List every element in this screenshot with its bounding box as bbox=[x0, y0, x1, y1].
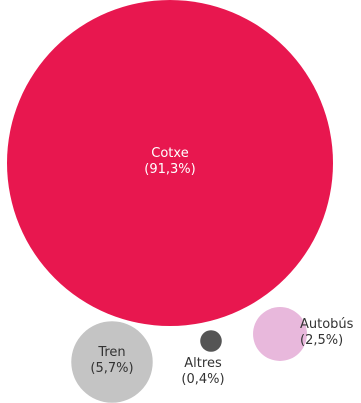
bubble-cotxe bbox=[7, 0, 333, 326]
bubble-label-tren: Tren (5,7%) bbox=[90, 345, 133, 376]
bubble-name: Cotxe bbox=[151, 146, 188, 161]
bubble-value-label: (2,5%) bbox=[300, 333, 343, 348]
bubbles-layer bbox=[7, 0, 333, 403]
bubble-name: Autobús bbox=[300, 317, 354, 332]
bubble-autobús bbox=[253, 307, 307, 361]
bubble-value-label: (0,4%) bbox=[181, 372, 224, 387]
labels-layer: Cotxe (91,3%) Tren (5,7%) Altres (0,4%) Autobú… bbox=[90, 146, 353, 387]
bubble-altres bbox=[200, 330, 222, 352]
bubble-name: Tren bbox=[97, 345, 125, 360]
bubble-value-label: (5,7%) bbox=[90, 361, 133, 376]
bubble-value-label: (91,3%) bbox=[144, 162, 195, 177]
bubble-label-autobús: Autobús (2,5%) bbox=[300, 317, 354, 348]
bubble-label-cotxe: Cotxe (91,3%) bbox=[144, 146, 195, 177]
bubble-label-altres: Altres (0,4%) bbox=[181, 356, 224, 387]
bubble-name: Altres bbox=[184, 356, 222, 371]
bubble-tren bbox=[71, 321, 153, 403]
